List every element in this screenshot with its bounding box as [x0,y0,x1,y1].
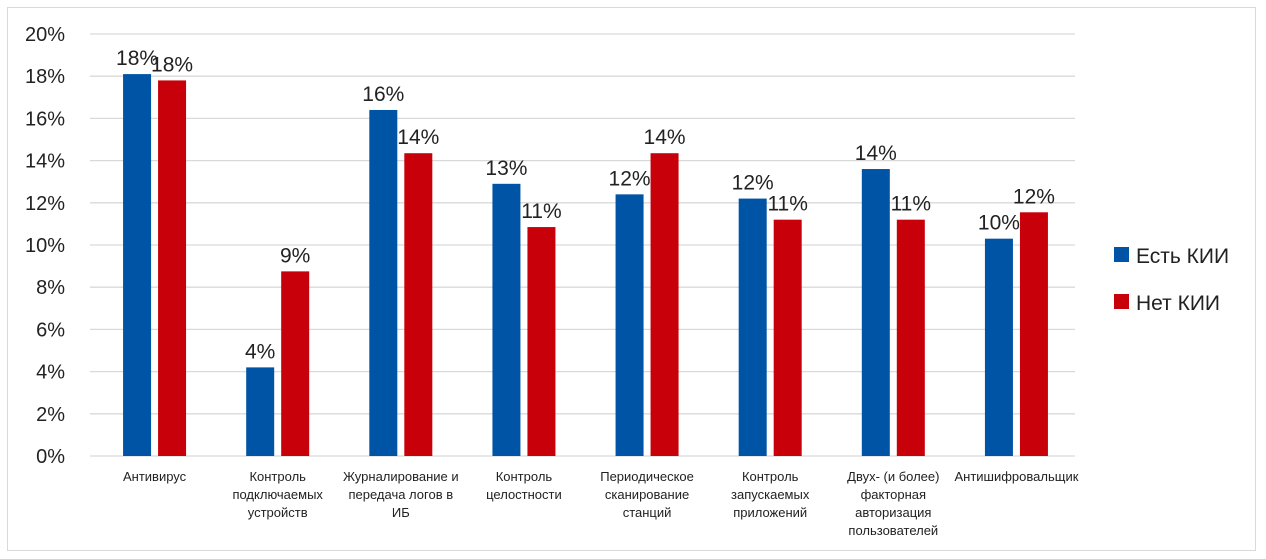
y-tick-label: 18% [25,66,65,88]
y-tick-label: 16% [25,108,65,130]
category-label: Журналирование и [343,469,459,484]
y-tick-label: 4% [36,362,65,384]
bar [615,194,644,457]
bar [281,271,310,456]
category-label: авторизация [855,505,931,520]
bars [123,74,1048,457]
data-label: 12% [609,167,651,190]
legend-swatch [1114,247,1129,262]
category-label: Антивирус [123,469,187,484]
category-label: Периодическое [600,469,694,484]
category-label: Контроль [249,469,306,484]
category-label: запускаемых [731,487,810,502]
category-label: целостности [486,487,562,502]
data-label: 14% [397,126,439,149]
legend: Есть КИИ Нет КИИ [1114,245,1229,315]
bar [861,169,890,457]
category-label: ИБ [392,505,410,520]
category-label: Двух- (и более) [847,469,939,484]
y-tick-label: 2% [36,404,65,426]
bar [123,74,152,456]
y-tick-label: 8% [36,277,65,299]
data-label: 18% [116,47,158,70]
y-tick-label: 12% [25,193,65,215]
category-label: сканирование [605,487,689,502]
bar [738,198,767,456]
data-label: 11% [521,200,561,223]
legend-label: Есть КИИ [1136,245,1229,268]
data-label: 4% [245,340,275,363]
category-label: подключаемых [232,487,323,502]
bar [527,227,556,456]
category-label: станций [623,505,672,520]
gridlines [90,33,1075,457]
bar [650,153,679,456]
bar [404,153,433,456]
data-label: 14% [855,142,897,165]
bar [369,109,398,457]
category-label: приложений [733,505,807,520]
data-label: 10% [978,212,1020,235]
y-tick-label: 20% [25,24,65,46]
bar [158,80,187,457]
bar [773,219,802,456]
data-label: 14% [644,126,686,149]
data-label: 11% [891,193,931,216]
data-labels: 18%18%4%9%16%14%13%11%12%14%12%11%14%11%… [116,47,1055,363]
category-label: Антишифровальщик [954,469,1078,484]
data-label: 12% [1013,185,1055,208]
data-label: 13% [485,157,527,180]
bar [492,183,521,456]
category-labels: Антивирус Контроль подключаемых устройств Жу… [123,469,1079,538]
bar [246,367,275,456]
y-tick-label: 0% [36,446,65,468]
category-label: Контроль [496,469,553,484]
data-label: 16% [362,83,404,106]
data-label: 18% [151,53,193,76]
legend-swatch [1114,294,1129,309]
data-label: 9% [280,244,310,267]
category-label: передача логов в [348,487,453,502]
bar [896,219,925,456]
y-tick-label: 14% [25,151,65,173]
data-label: 12% [732,172,774,195]
legend-label: Нет КИИ [1136,292,1220,315]
category-label: Контроль [742,469,799,484]
category-label: пользователей [848,523,938,538]
y-tick-label: 10% [25,235,65,257]
category-label: факторная [861,487,926,502]
category-label: устройств [248,505,308,520]
y-axis-ticks: 0% 2% 4% 6% 8% 10% 12% 14% 16% 18% 20% [25,24,65,468]
y-tick-label: 6% [36,319,65,341]
data-label: 11% [767,193,807,216]
bar [1019,212,1048,456]
bar [984,238,1013,456]
